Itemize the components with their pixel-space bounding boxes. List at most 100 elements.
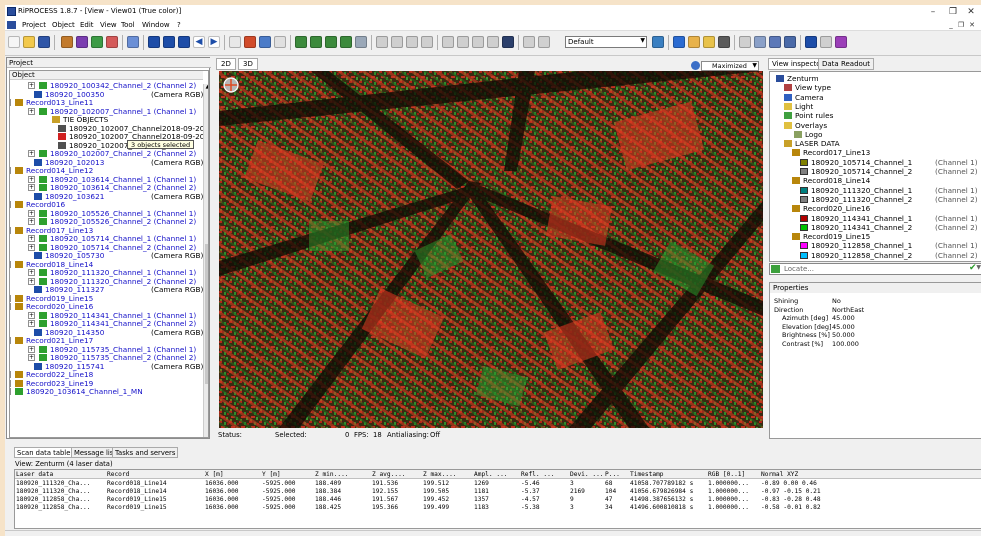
property-row[interactable]: Shining No bbox=[772, 297, 981, 305]
tool-n-icon[interactable] bbox=[805, 36, 817, 48]
filter-d-icon[interactable] bbox=[421, 36, 433, 48]
view-mode-combo[interactable]: Maximized ▼ bbox=[701, 61, 759, 71]
column-header[interactable]: Normal XYZ bbox=[761, 471, 799, 478]
property-value[interactable]: 100.000 bbox=[832, 340, 859, 348]
column-header[interactable]: Devi. ... bbox=[570, 471, 604, 478]
menu-edit[interactable]: Edit bbox=[80, 21, 94, 29]
mdi-minimize-icon[interactable]: _ bbox=[949, 21, 953, 29]
menu-help[interactable]: ? bbox=[177, 21, 181, 29]
menu-window[interactable]: Window bbox=[142, 21, 170, 29]
cancel-icon[interactable] bbox=[523, 36, 535, 48]
tab-tasks-and-servers[interactable]: Tasks and servers bbox=[112, 447, 179, 458]
scrollbar-thumb[interactable] bbox=[205, 244, 208, 384]
column-header[interactable]: P... bbox=[605, 471, 620, 478]
scroll-up-icon[interactable]: ▲ bbox=[204, 84, 208, 91]
filter-f-icon[interactable] bbox=[457, 36, 469, 48]
property-value[interactable]: 45.000 bbox=[832, 322, 855, 331]
save-project-icon[interactable] bbox=[38, 36, 50, 48]
point-cloud-render[interactable] bbox=[219, 71, 763, 428]
tool-b-icon[interactable] bbox=[76, 36, 88, 48]
tool-m-icon[interactable] bbox=[784, 36, 796, 48]
close-icon[interactable]: ✕ bbox=[967, 7, 975, 17]
tool-j-icon[interactable] bbox=[739, 36, 751, 48]
tab-2d[interactable]: 2D bbox=[216, 58, 236, 70]
restore-icon[interactable]: ❐ bbox=[948, 7, 958, 17]
expand-icon[interactable]: + bbox=[10, 371, 11, 378]
expand-icon[interactable]: + bbox=[28, 235, 35, 242]
expand-icon[interactable]: + bbox=[10, 260, 11, 268]
menu-tool[interactable]: Tool bbox=[121, 21, 135, 29]
delete-icon[interactable] bbox=[244, 36, 256, 48]
view-front-icon[interactable] bbox=[310, 36, 322, 48]
tool-d-icon[interactable] bbox=[106, 36, 118, 48]
minimize-icon[interactable]: – bbox=[930, 7, 936, 17]
property-value[interactable]: 45.000 bbox=[832, 314, 855, 323]
expand-icon[interactable]: + bbox=[28, 175, 35, 183]
expand-icon[interactable]: + bbox=[28, 150, 35, 157]
view-side-icon[interactable] bbox=[325, 36, 337, 48]
filter-e-icon[interactable] bbox=[442, 36, 454, 48]
expand-icon[interactable]: + bbox=[10, 167, 11, 174]
filter-c-icon[interactable] bbox=[406, 36, 418, 48]
column-header[interactable]: Z min.... bbox=[315, 471, 349, 478]
tab-scan-data-table[interactable]: Scan data table bbox=[14, 447, 74, 458]
profile-combo[interactable]: Default ▼ bbox=[565, 36, 647, 48]
measure-icon[interactable] bbox=[259, 36, 271, 48]
expand-icon[interactable]: + bbox=[10, 294, 11, 302]
table-row[interactable]: 180920_111320_Cha... Record018_Line14 1603… bbox=[15, 480, 981, 488]
column-header[interactable]: Z avg.... bbox=[372, 471, 406, 478]
expand-icon[interactable]: + bbox=[28, 311, 35, 319]
expand-icon[interactable]: + bbox=[10, 99, 11, 106]
layout-3-icon[interactable] bbox=[178, 36, 190, 48]
expand-icon[interactable]: + bbox=[28, 184, 35, 191]
project-tree[interactable]: Object +180920_100342_Channel_2 (Channel… bbox=[9, 70, 209, 438]
property-row[interactable]: Contrast [%] 100.000 bbox=[772, 340, 981, 348]
filter-g-icon[interactable] bbox=[472, 36, 484, 48]
layout-2-icon[interactable] bbox=[163, 36, 175, 48]
filter-a-icon[interactable] bbox=[376, 36, 388, 48]
locate-input[interactable]: Locate... ▼ bbox=[769, 263, 981, 275]
expand-icon[interactable]: + bbox=[28, 354, 35, 361]
table-row[interactable]: 180920_111320_Cha... Record018_Line14 1603… bbox=[15, 488, 981, 496]
tool-f-icon[interactable] bbox=[274, 36, 286, 48]
select-icon[interactable] bbox=[229, 36, 241, 48]
column-header[interactable]: Record bbox=[107, 471, 130, 478]
expand-icon[interactable]: + bbox=[10, 303, 11, 310]
expand-icon[interactable]: + bbox=[10, 226, 11, 234]
filter-i-icon[interactable] bbox=[502, 36, 514, 48]
expand-icon[interactable]: + bbox=[28, 243, 35, 251]
column-header[interactable]: Refl. ... bbox=[521, 471, 555, 478]
tool-h-icon[interactable] bbox=[703, 36, 715, 48]
tab-3d[interactable]: 3D bbox=[238, 58, 258, 70]
column-header[interactable]: X [m] bbox=[205, 471, 224, 478]
tool-g-icon[interactable] bbox=[688, 36, 700, 48]
inspector-tree[interactable]: Zenturm View type Camera Light Point rules Ov… bbox=[769, 71, 981, 262]
tool-l-icon[interactable] bbox=[769, 36, 781, 48]
expand-icon[interactable]: + bbox=[28, 277, 35, 285]
menu-app-icon[interactable] bbox=[7, 21, 16, 29]
expand-icon[interactable]: + bbox=[10, 379, 11, 387]
tab-view-inspector[interactable]: View inspector bbox=[768, 58, 828, 70]
tab-data-readout[interactable]: Data Readout bbox=[818, 58, 874, 70]
filter-b-icon[interactable] bbox=[391, 36, 403, 48]
profile-edit-icon[interactable] bbox=[652, 36, 664, 48]
column-header[interactable]: Ampl. ... bbox=[474, 471, 508, 478]
property-value[interactable]: NorthEast bbox=[832, 305, 865, 314]
view-top-icon[interactable] bbox=[295, 36, 307, 48]
tool-a-icon[interactable] bbox=[61, 36, 73, 48]
property-row[interactable]: Direction NorthEast bbox=[772, 306, 981, 314]
scan-data-table[interactable]: Laser data Record X [m] Y [m] Z min.... Z avg… bbox=[14, 469, 981, 529]
expand-icon[interactable]: + bbox=[10, 388, 11, 395]
column-header[interactable]: RGB [0..1] bbox=[708, 471, 746, 478]
mdi-restore-icon[interactable]: ❐ bbox=[957, 21, 965, 29]
tool-p-icon[interactable] bbox=[835, 36, 847, 48]
tool-c-icon[interactable] bbox=[91, 36, 103, 48]
tool-e-icon[interactable] bbox=[127, 36, 139, 48]
open-project-icon[interactable] bbox=[23, 36, 35, 48]
tool-o-icon[interactable] bbox=[820, 36, 832, 48]
back-icon[interactable]: ◀ bbox=[193, 36, 205, 48]
property-value[interactable]: 50.000 bbox=[832, 331, 855, 340]
tool-k-icon[interactable] bbox=[754, 36, 766, 48]
apply-icon[interactable]: ✔ bbox=[969, 263, 977, 273]
view-options-icon[interactable] bbox=[691, 61, 700, 70]
